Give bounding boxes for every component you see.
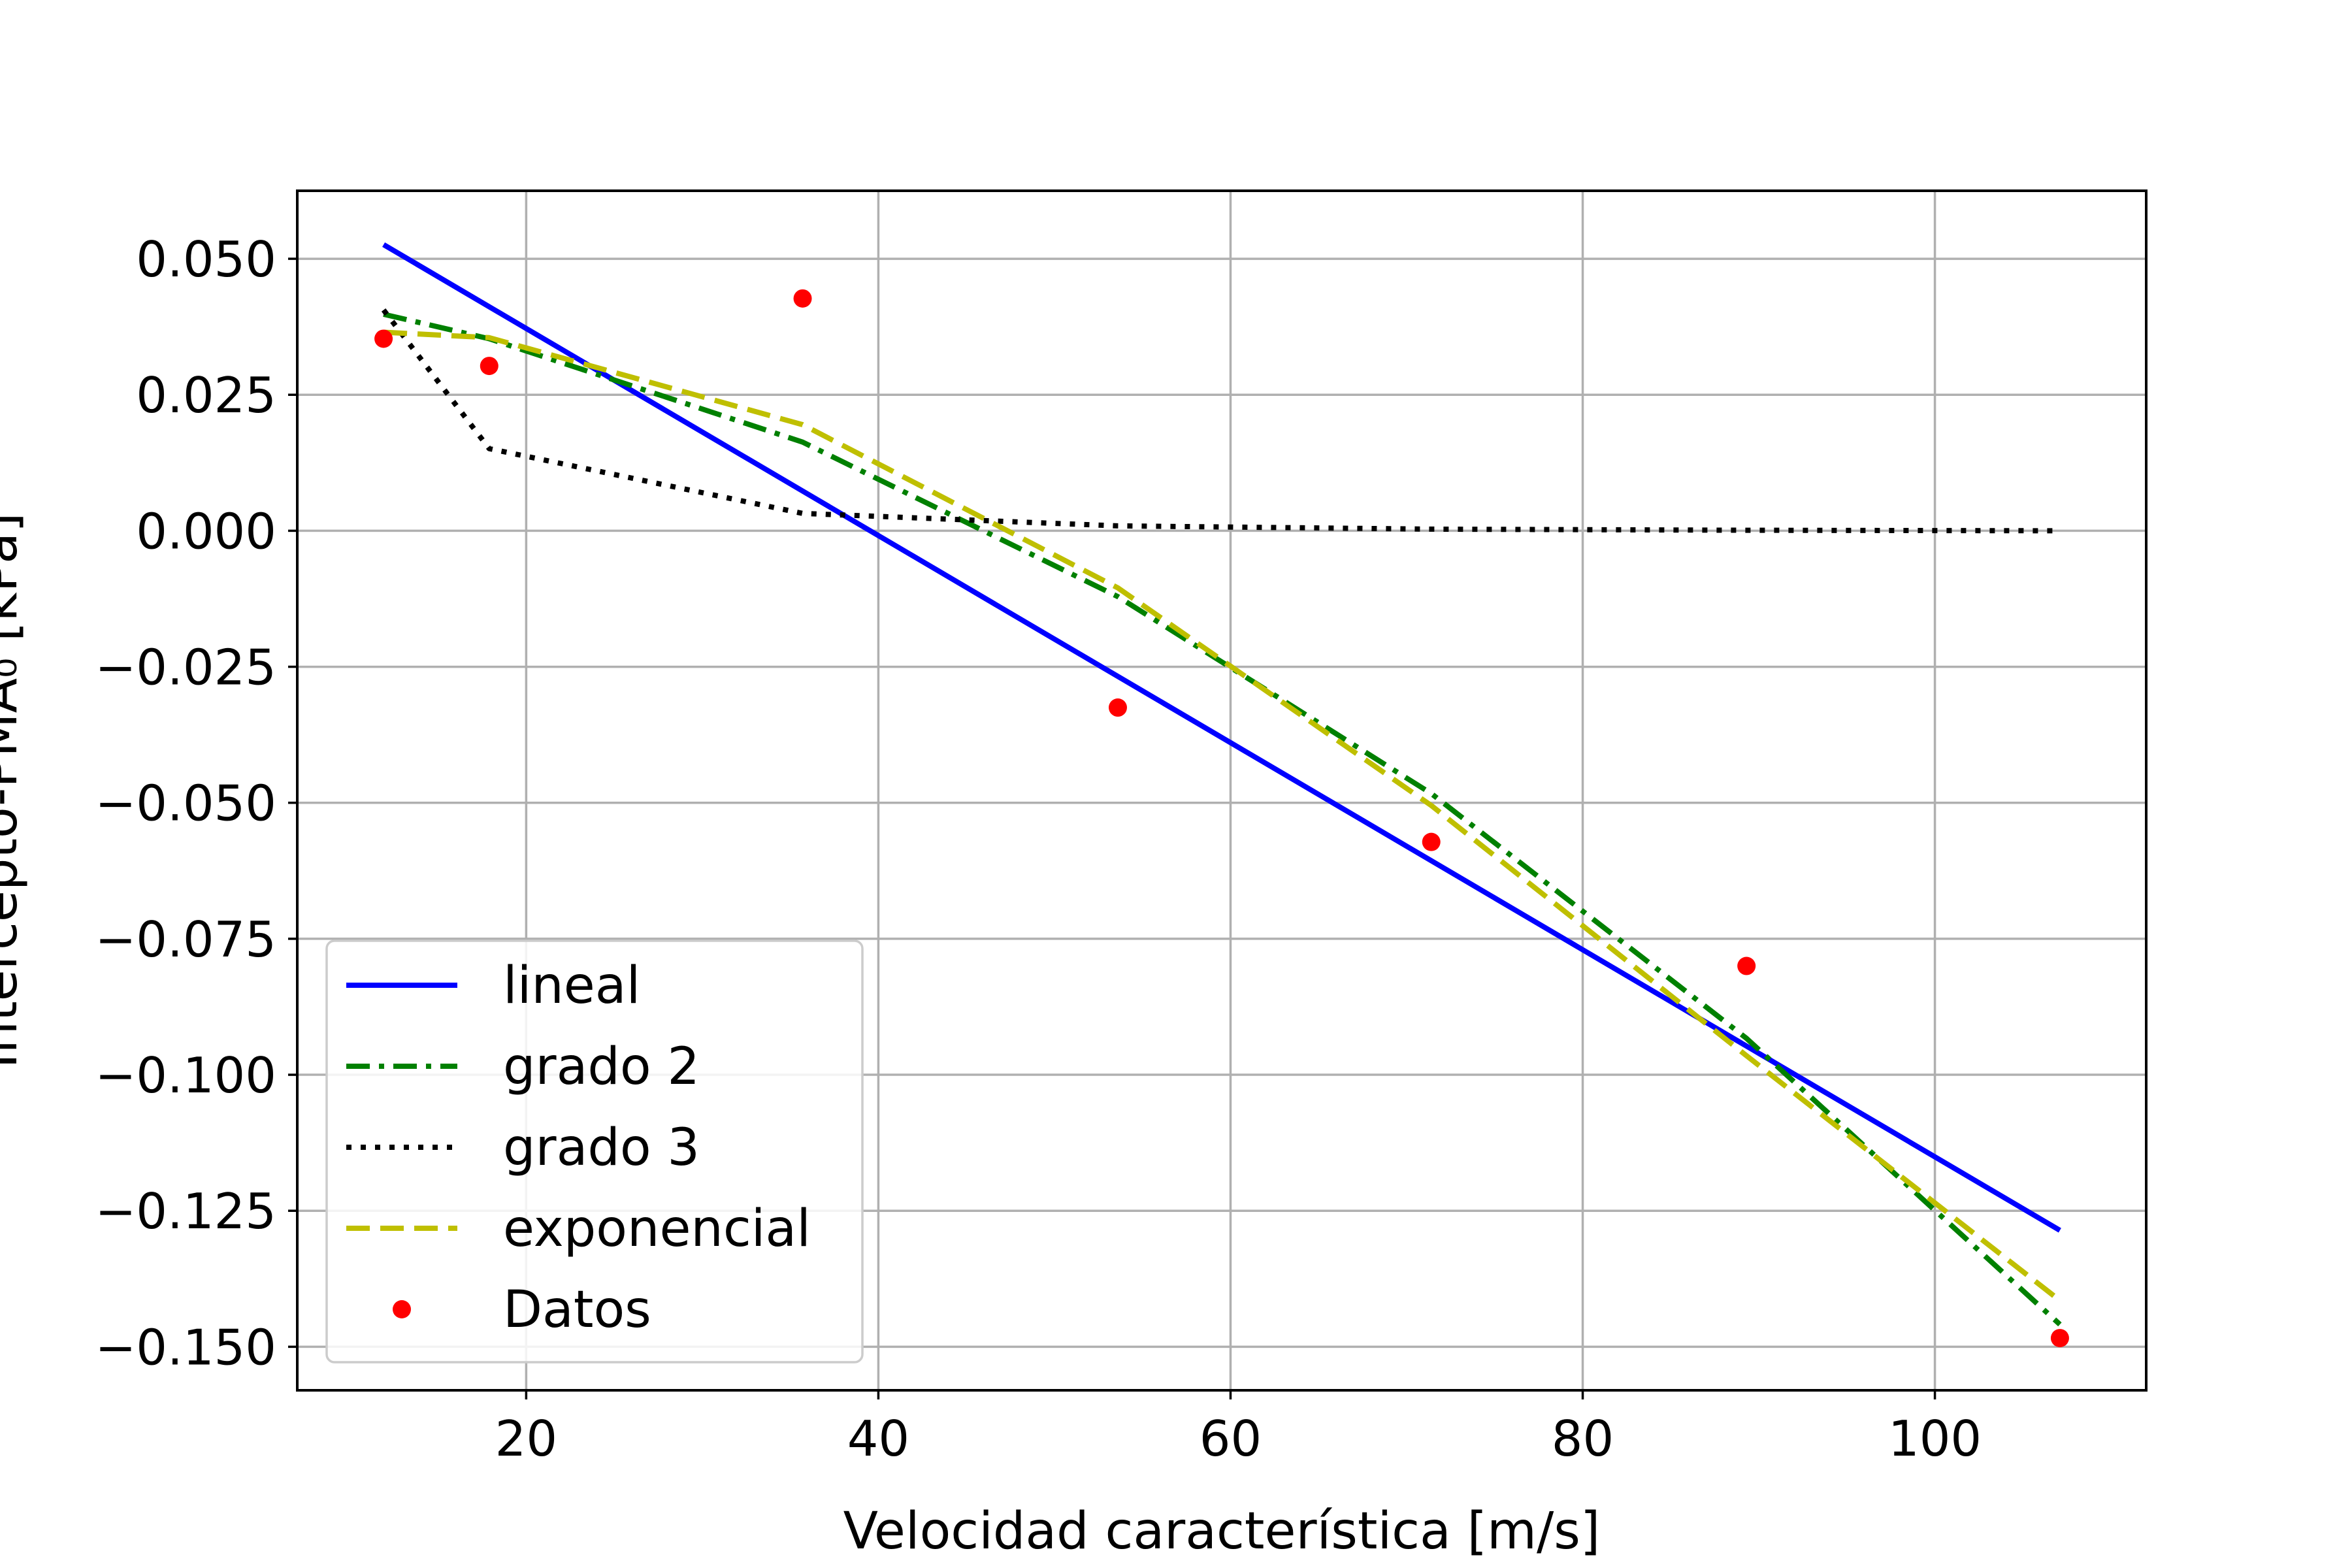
x-tick-label: 100 — [1888, 1410, 1982, 1467]
legend-box — [325, 939, 864, 1364]
y-tick-label: −0.075 — [95, 911, 276, 968]
axes-frame — [296, 189, 2148, 1392]
x-tick-label: 40 — [847, 1410, 909, 1467]
data-point — [2050, 1329, 2069, 1348]
legend-swatch-Datos — [393, 1300, 411, 1318]
y-tick-label: −0.125 — [95, 1183, 276, 1240]
y-tick-label: −0.100 — [95, 1047, 276, 1104]
data-point — [1422, 832, 1441, 851]
data-point — [1108, 698, 1127, 717]
y-tick-label: −0.050 — [95, 775, 276, 832]
legend-label: exponencial — [503, 1200, 811, 1258]
x-axis-label: Velocidad característica [m/s] — [843, 1502, 1601, 1561]
x-axis-ticks: 20 40 60 80 100 — [495, 1390, 1982, 1467]
x-tick-label: 60 — [1200, 1410, 1262, 1467]
data-points — [374, 289, 2069, 1348]
data-point — [374, 329, 393, 348]
data-point — [793, 289, 812, 308]
grid — [297, 191, 2146, 1390]
y-axis-label: Intercepto-PMA₀ [kPa] — [0, 513, 29, 1069]
y-tick-label: 0.025 — [136, 367, 276, 424]
legend-label: Datos — [503, 1281, 651, 1339]
x-tick-label: 20 — [495, 1410, 557, 1467]
series-line-grado-3 — [381, 308, 2060, 534]
legend-label: lineal — [503, 956, 640, 1015]
y-tick-label: −0.025 — [95, 639, 276, 696]
y-tick-label: 0.000 — [136, 502, 276, 560]
legend-label: grado 2 — [503, 1037, 700, 1096]
series-line-exponencial — [383, 329, 2062, 1303]
legend: lineal grado 2 grado 3 exponencial Datos — [325, 939, 864, 1364]
data-point — [1737, 956, 1756, 975]
legend-label: grado 3 — [503, 1119, 700, 1177]
y-tick-label: −0.150 — [95, 1318, 276, 1376]
plot-lines — [381, 242, 2062, 1327]
data-point — [480, 357, 498, 376]
y-axis-ticks: 0.050 0.025 0.000 −0.025 −0.050 −0.075 −0.100 −… — [95, 231, 297, 1376]
y-tick-label: 0.050 — [136, 231, 276, 288]
x-tick-label: 80 — [1552, 1410, 1614, 1467]
